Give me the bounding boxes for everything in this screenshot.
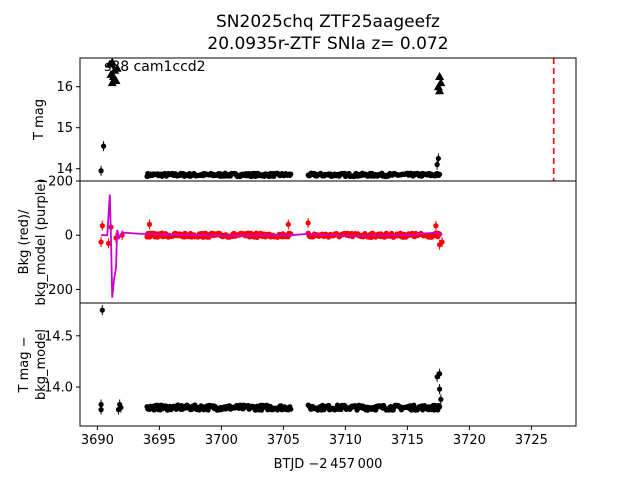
panel-bottom: 14.0 14.5 T mag − bkg_model — [17, 302, 577, 427]
data-point — [438, 396, 444, 402]
data-point — [437, 404, 443, 410]
data-point — [288, 171, 294, 177]
data-point — [305, 220, 311, 226]
panel-frame — [79, 302, 577, 427]
y-tick-label: 0 — [65, 229, 73, 244]
data-point — [118, 404, 124, 411]
data-point — [105, 240, 112, 246]
x-tick-label: 3710 — [329, 433, 362, 448]
y-axis-label: T mag − — [17, 337, 32, 394]
y-tick-label: 14.0 — [44, 381, 73, 396]
limit-marker — [435, 71, 445, 80]
y-axis-label: Bkg (red)/ — [17, 209, 32, 274]
data-point — [99, 307, 105, 313]
x-tick-label: 3690 — [81, 433, 114, 448]
data-point — [99, 223, 105, 229]
chart-annotation: s88 cam1ccd2 — [104, 59, 206, 75]
data-point — [437, 371, 443, 377]
data-point — [98, 407, 104, 413]
limit-marker — [107, 78, 117, 87]
panel-middle: −200 0 200 Bkg (red)/bkg_model (purple) — [17, 175, 577, 306]
data-point — [98, 401, 104, 408]
series-line — [101, 194, 443, 298]
chart-title-line2: 20.0935r-ZTF SNIa z= 0.072 — [207, 34, 448, 54]
data-point — [285, 221, 291, 227]
y-axis-label: T mag — [32, 99, 47, 141]
x-tick-label: 3695 — [143, 433, 176, 448]
data-point — [437, 171, 443, 177]
series-middle-1 — [101, 194, 443, 298]
panel-frame — [79, 57, 577, 182]
panel-frame — [79, 180, 577, 304]
data-point — [98, 239, 104, 245]
x-tick-label: 3715 — [391, 433, 424, 448]
data-point — [146, 221, 153, 227]
data-point — [100, 143, 107, 149]
limit-marker — [112, 63, 122, 72]
data-point — [411, 402, 417, 408]
panel-top: 14 15 16 T mag — [32, 57, 577, 182]
data-point — [439, 239, 445, 245]
data-point — [433, 223, 439, 229]
y-tick-label: 14.5 — [44, 329, 73, 344]
data-point — [435, 155, 441, 162]
limit-marker — [111, 76, 121, 85]
data-point — [98, 168, 104, 174]
limit-marker — [435, 86, 445, 95]
series-bottom-0 — [98, 305, 444, 415]
data-point — [437, 386, 443, 392]
y-tick-label: −200 — [37, 175, 73, 190]
series-top-0 — [98, 141, 443, 180]
limit-marker — [433, 82, 443, 91]
x-tick-label: 3720 — [453, 433, 486, 448]
x-tick-label: 3700 — [205, 433, 238, 448]
data-point — [151, 407, 157, 413]
x-tick-label: 3705 — [267, 433, 300, 448]
series-top-1 — [105, 57, 446, 95]
y-tick-label: 15 — [56, 121, 73, 136]
panels: 14 15 16 T mag −200 0 200 Bkg (red)/bkg_model (… — [17, 57, 577, 448]
y-tick-label: 16 — [56, 80, 73, 95]
chart-title-line1: SN2025chq ZTF25aageefz — [216, 12, 440, 32]
y-tick-label: 200 — [48, 283, 73, 298]
y-axis-label: bkg_model (purple) — [34, 179, 49, 306]
data-point — [288, 406, 294, 412]
x-axis-label: BTJD −2 457 000 — [274, 457, 383, 472]
data-point — [434, 162, 440, 168]
y-tick-label: 14 — [56, 162, 73, 177]
y-axis-label: bkg_model — [34, 329, 49, 400]
limit-marker — [107, 57, 117, 66]
x-tick-label: 3725 — [515, 433, 548, 448]
